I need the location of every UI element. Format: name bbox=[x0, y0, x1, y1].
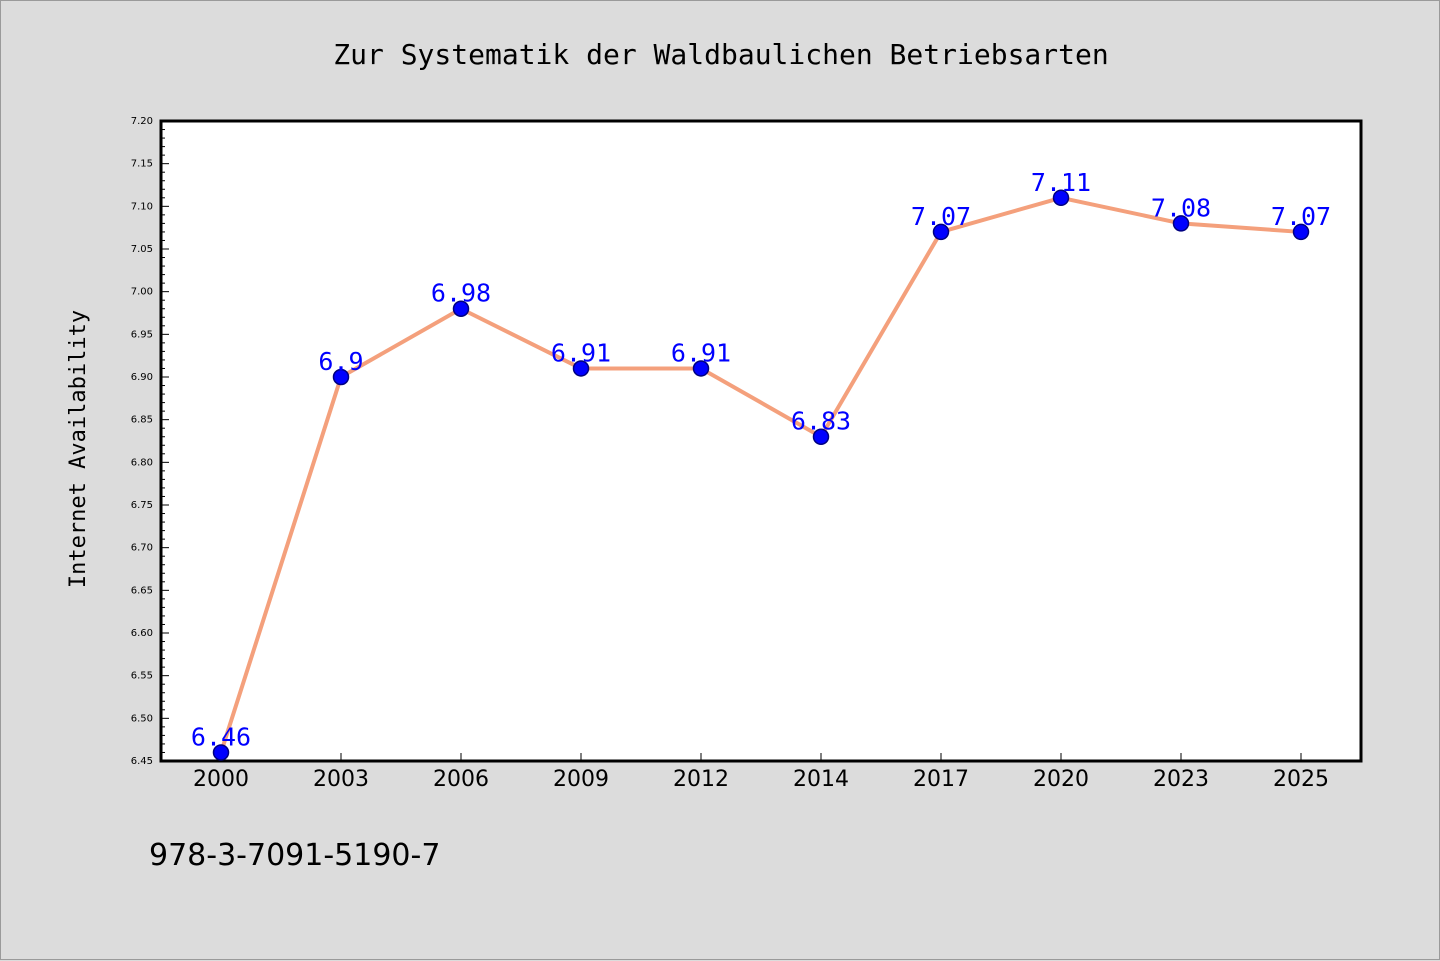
data-label: 6.46 bbox=[191, 722, 251, 751]
isbn-footer: 978-3-7091-5190-7 bbox=[149, 838, 440, 873]
x-tick-label: 2009 bbox=[553, 767, 609, 792]
y-tick-label: 6.80 bbox=[131, 457, 153, 468]
data-point bbox=[332, 368, 350, 386]
y-tick-label: 6.95 bbox=[131, 329, 153, 340]
data-point bbox=[812, 428, 830, 445]
data-label: 7.08 bbox=[1151, 193, 1211, 222]
y-tick-label: 6.50 bbox=[131, 713, 153, 724]
y-tick-label: 7.10 bbox=[131, 201, 153, 212]
y-tick-label: 6.70 bbox=[131, 543, 153, 554]
y-tick-label: 6.75 bbox=[131, 500, 153, 511]
x-tick-label: 2023 bbox=[1153, 767, 1209, 792]
data-label: 6.98 bbox=[431, 279, 491, 308]
x-tick-label: 2012 bbox=[673, 767, 729, 792]
data-point bbox=[452, 300, 470, 317]
data-label: 7.07 bbox=[911, 202, 971, 231]
x-tick-label: 2003 bbox=[313, 767, 369, 792]
series-line bbox=[219, 195, 1302, 754]
y-tick-label: 6.60 bbox=[131, 628, 153, 639]
x-tick-label: 2000 bbox=[193, 767, 249, 792]
data-point bbox=[932, 223, 950, 241]
data-labels: 6.46 6.9 6.98 6.91 6.91 6.83 7.07 7.11 7.08 7.07 bbox=[191, 168, 1331, 752]
data-label: 6.91 bbox=[671, 338, 731, 367]
chart-title: Zur Systematik der Waldbaulichen Betrieb… bbox=[333, 38, 1108, 71]
plot-area bbox=[159, 119, 1363, 763]
data-point bbox=[692, 360, 710, 377]
x-tick-label: 2017 bbox=[913, 767, 969, 792]
data-point bbox=[572, 360, 590, 377]
y-tick-label: 6.65 bbox=[131, 585, 153, 596]
data-label: 6.83 bbox=[791, 407, 851, 436]
data-point bbox=[1052, 189, 1070, 207]
y-axis-label: Internet Availability bbox=[66, 310, 91, 588]
y-tick-label: 7.05 bbox=[131, 244, 153, 255]
x-tick-label: 2014 bbox=[793, 767, 849, 792]
data-point bbox=[212, 744, 230, 761]
y-tick-label: 7.20 bbox=[131, 116, 153, 127]
y-axis: 6.45 6.50 6.55 6.60 6.65 6.70 6.75 6.80 6.85 6.90… bbox=[131, 116, 169, 767]
x-axis: 2000 2003 2006 2009 2012 2014 2017 2020 2023 2025 bbox=[193, 753, 1329, 792]
x-tick-label: 2020 bbox=[1033, 767, 1089, 792]
x-tick-label: 2025 bbox=[1273, 767, 1329, 792]
y-tick-label: 7.15 bbox=[131, 159, 153, 170]
data-point bbox=[1172, 215, 1190, 232]
series-markers bbox=[212, 189, 1310, 761]
x-tick-label: 2006 bbox=[433, 767, 489, 792]
data-point bbox=[1292, 223, 1310, 241]
y-tick-label: 6.85 bbox=[131, 415, 153, 426]
y-tick-label: 7.00 bbox=[131, 287, 153, 298]
data-label: 6.91 bbox=[551, 338, 611, 367]
data-label: 6.9 bbox=[318, 347, 363, 376]
y-tick-label: 6.55 bbox=[131, 671, 153, 682]
y-tick-label: 6.45 bbox=[131, 756, 153, 767]
data-label: 7.07 bbox=[1271, 202, 1331, 231]
data-label: 7.11 bbox=[1031, 168, 1091, 197]
y-tick-label: 6.90 bbox=[131, 372, 153, 383]
